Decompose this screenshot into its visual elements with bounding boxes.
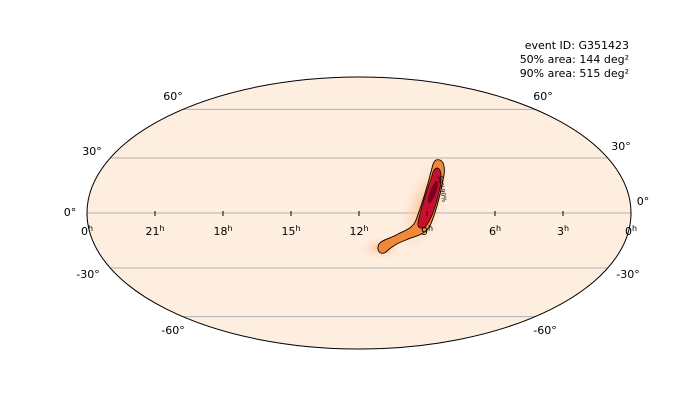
ra-unit: h: [227, 224, 232, 233]
event-id: event ID: G351423: [525, 39, 629, 52]
contour-label-90: 90%: [438, 188, 447, 203]
dec-label-left: 60°: [163, 90, 183, 103]
ra-unit: h: [88, 224, 93, 233]
dec-label-left: -30°: [76, 268, 99, 281]
ra-value: 15: [281, 225, 295, 238]
dec-label-right: -60°: [533, 324, 556, 337]
ra-label: 15h: [281, 224, 300, 238]
dec-label-left: 30°: [82, 145, 102, 158]
ra-value: 21: [145, 225, 159, 238]
ra-value: 12: [349, 225, 363, 238]
ra-unit: h: [564, 224, 569, 233]
ra-label: 3h: [557, 224, 569, 238]
dec-label-right: 60°: [533, 90, 553, 103]
ra-value: 18: [213, 225, 227, 238]
contour-label-50: 50%: [436, 175, 445, 190]
ra-unit: h: [428, 224, 433, 233]
area-50: 50% area: 144 deg²: [520, 53, 629, 66]
dec-label-left: -60°: [161, 324, 184, 337]
ra-unit: h: [632, 224, 637, 233]
area-90: 90% area: 515 deg²: [520, 67, 629, 80]
ra-label: 12h: [349, 224, 368, 238]
contour-label: 50%90%: [436, 175, 448, 203]
ra-label: 9h: [421, 224, 433, 238]
probability-region: 50%90%: [360, 152, 453, 260]
ra-unit: h: [496, 224, 501, 233]
ra-value: 9: [421, 225, 428, 238]
ra-label: 6h: [489, 224, 501, 238]
dec-label-right: 30°: [611, 140, 631, 153]
ra-value: 0: [81, 225, 88, 238]
ra-label: 21h: [145, 224, 164, 238]
peak: [428, 180, 438, 204]
ra-unit: h: [159, 224, 164, 233]
ra-value: 3: [557, 225, 564, 238]
dec-label-right: 0°: [637, 195, 650, 208]
ra-value: 6: [489, 225, 496, 238]
ra-label: 0h: [625, 224, 637, 238]
dec-label-left: 0°: [64, 206, 77, 219]
ra-value: 0: [625, 225, 632, 238]
ra-label: 18h: [213, 224, 232, 238]
ra-unit: h: [363, 224, 368, 233]
ra-unit: h: [295, 224, 300, 233]
ra-label: 0h: [81, 224, 93, 238]
dec-label-right: -30°: [616, 268, 639, 281]
